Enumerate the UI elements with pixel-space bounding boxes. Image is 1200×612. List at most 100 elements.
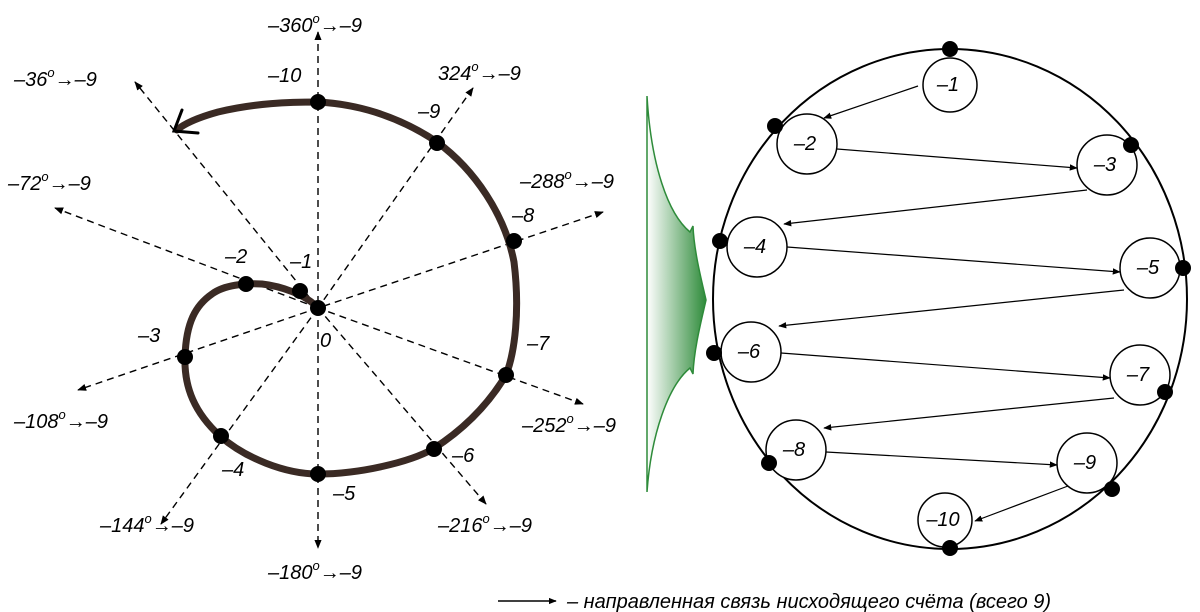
point-label: –8 — [511, 205, 534, 227]
spiral-point — [310, 466, 326, 482]
link-arrow — [786, 246, 1121, 275]
node-circle — [1076, 134, 1138, 196]
axis-line — [77, 307, 319, 391]
point-label: –1 — [289, 251, 312, 273]
node-circle — [726, 216, 788, 278]
point-label: –7 — [526, 333, 550, 355]
node-label: –5 — [1136, 257, 1160, 279]
rim-point — [706, 345, 722, 361]
axis-line — [160, 307, 319, 525]
funnel-arrow — [646, 95, 707, 493]
node: –10 — [917, 492, 973, 548]
node-label: –7 — [1126, 364, 1150, 386]
axis-label: 324o→–9 — [438, 59, 521, 85]
node: –1 — [922, 57, 978, 113]
node: –6 — [720, 321, 782, 383]
axis-label: –180o→–9 — [267, 558, 362, 584]
spiral-point — [310, 94, 326, 110]
spiral-point — [429, 135, 445, 151]
dashed-axes — [54, 31, 604, 549]
axis-label: –72o→–9 — [7, 169, 91, 195]
axis-label: –360o→–9 — [267, 11, 362, 37]
point-label: –3 — [137, 325, 160, 347]
axis-line — [134, 81, 319, 309]
node-circle — [776, 113, 838, 175]
center-label: 0 — [320, 330, 331, 352]
spiral-diagram: –360o→–9 324o→–9 –288o→–9 –252o→–9 –216o→–9 –… — [7, 11, 616, 584]
node-label: –10 — [925, 509, 959, 531]
node: –2 — [776, 113, 838, 175]
point-label: –9 — [417, 101, 440, 123]
axis-line — [317, 307, 584, 405]
link-arrow — [974, 485, 1069, 522]
rim-points — [706, 41, 1191, 556]
rim-point — [942, 540, 958, 556]
spiral-point — [177, 349, 193, 365]
axis-line — [317, 87, 474, 309]
point-label: –4 — [221, 459, 244, 481]
axis-labels: –360o→–9 324o→–9 –288o→–9 –252o→–9 –216o→–9 –… — [7, 11, 616, 584]
node-label: –3 — [1093, 154, 1116, 176]
node-label: –1 — [936, 74, 959, 96]
circle-nodes: –1 –2 –3 –4 –5 –6 –7 –8 –9 –10 — [720, 57, 1181, 548]
rim-point — [712, 233, 728, 249]
legend-text: – направленная связь нисходящего счёта (… — [566, 591, 1051, 612]
spiral-arrow-tip — [171, 108, 200, 135]
axis-label: –144o→–9 — [99, 511, 194, 537]
node: –3 — [1076, 134, 1138, 196]
node: –5 — [1119, 237, 1181, 299]
directed-links — [778, 85, 1125, 522]
rim-point — [761, 455, 777, 471]
point-label: –2 — [224, 246, 247, 268]
axis-label: –216o→–9 — [437, 511, 532, 537]
node-circle-diagram: –1 –2 –3 –4 –5 –6 –7 –8 –9 –10 — [706, 41, 1191, 556]
link-arrow — [780, 352, 1111, 381]
node-label: –9 — [1073, 452, 1096, 474]
rim-point — [1175, 260, 1191, 276]
node: –4 — [726, 216, 788, 278]
node: –8 — [765, 419, 827, 481]
axis-label: –36o→–9 — [13, 65, 97, 91]
link-arrow — [783, 189, 1088, 227]
point-label: –6 — [451, 445, 475, 467]
axis-label: –108o→–9 — [13, 407, 108, 433]
node-circle — [765, 419, 827, 481]
link-arrow — [778, 289, 1125, 329]
link-arrow — [825, 451, 1058, 468]
spiral-point — [426, 441, 442, 457]
link-arrow — [823, 85, 919, 119]
rim-point — [1123, 137, 1139, 153]
point-labels: –1 –2 –3 –4 –5 –6 –7 –8 –9 –10 — [137, 65, 550, 505]
point-label: –10 — [267, 65, 301, 87]
node-label: –8 — [782, 439, 805, 461]
node-label: –2 — [793, 133, 816, 155]
node-label: –6 — [737, 341, 761, 363]
node: –9 — [1056, 432, 1118, 494]
node-circle — [1109, 344, 1171, 406]
axis-line — [317, 211, 604, 309]
axis-line — [54, 207, 319, 309]
spiral-points — [177, 94, 522, 482]
node-circle — [922, 57, 978, 113]
rim-point — [1157, 384, 1173, 400]
link-arrow — [836, 148, 1078, 171]
node-circle — [1056, 432, 1118, 494]
spiral-point — [292, 283, 308, 299]
node-label: –4 — [743, 236, 766, 258]
rim-point — [942, 41, 958, 57]
spiral-curve — [173, 98, 521, 478]
axis-label: –252o→–9 — [521, 411, 616, 437]
point-label: –5 — [332, 483, 356, 505]
legend: – направленная связь нисходящего счёта (… — [498, 591, 1051, 612]
spiral-point — [238, 276, 254, 292]
spiral-point — [310, 300, 326, 316]
link-arrow — [823, 397, 1115, 431]
node: –7 — [1109, 344, 1171, 406]
rim-point — [767, 118, 783, 134]
spiral-point — [213, 428, 229, 444]
rim-point — [1104, 481, 1120, 497]
spiral-point — [506, 233, 522, 249]
axis-label: –288o→–9 — [519, 167, 614, 193]
spiral-point — [498, 367, 514, 383]
